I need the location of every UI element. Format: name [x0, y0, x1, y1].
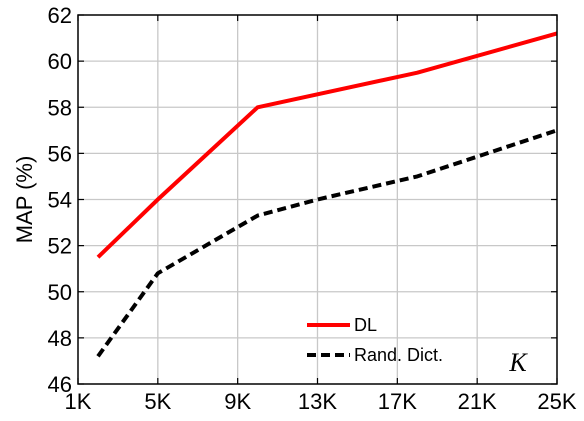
- x-axis-label: K: [508, 348, 528, 377]
- legend: DL Rand. Dict.: [307, 315, 443, 365]
- series-layer: [96, 31, 558, 358]
- x-tick-label: 9K: [224, 389, 251, 414]
- y-tick-label: 50: [48, 280, 72, 305]
- y-tick-label: 54: [48, 188, 72, 213]
- ticks: [77, 14, 558, 385]
- series-line-dl: [96, 31, 558, 259]
- x-tick-label: 21K: [458, 389, 497, 414]
- y-tick-label: 48: [48, 326, 72, 351]
- x-tick-label: 17K: [378, 389, 417, 414]
- x-tick-labels: 1K 5K 9K 13K 17K 21K 25K: [65, 389, 577, 414]
- x-tick-label: 13K: [298, 389, 337, 414]
- grid: [78, 15, 557, 384]
- y-axis-label: MAP (%): [12, 156, 37, 244]
- y-tick-label: 62: [48, 3, 72, 28]
- y-tick-label: 58: [48, 95, 72, 120]
- y-tick-labels: 46 48 50 52 54 56 58 60 62: [48, 3, 72, 397]
- y-tick-label: 52: [48, 234, 72, 259]
- x-tick-label: 5K: [144, 389, 171, 414]
- legend-label: DL: [354, 315, 377, 335]
- y-tick-label: 46: [48, 372, 72, 397]
- x-tick-label: 25K: [537, 389, 576, 414]
- series-line-rand-dict: [96, 128, 558, 358]
- y-tick-label: 56: [48, 141, 72, 166]
- x-tick-label: 1K: [65, 389, 92, 414]
- y-tick-label: 60: [48, 49, 72, 74]
- legend-label: Rand. Dict.: [354, 345, 443, 365]
